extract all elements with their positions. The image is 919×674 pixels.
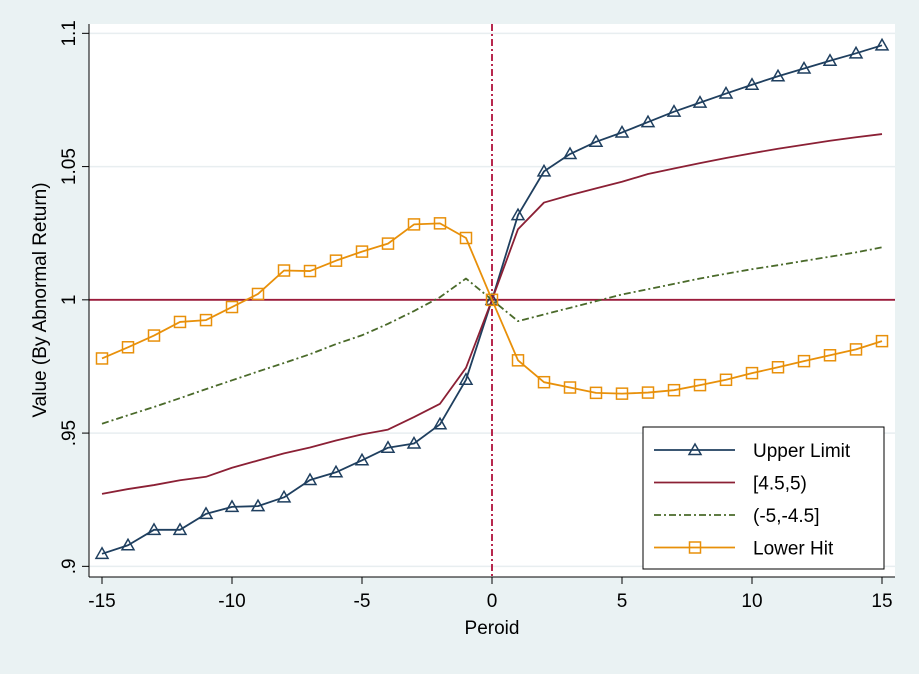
x-tick-label: -10	[218, 591, 245, 612]
data-point	[303, 264, 317, 278]
data-point	[432, 416, 448, 430]
data-point	[328, 464, 344, 478]
data-point	[407, 218, 421, 231]
data-point	[146, 522, 162, 536]
data-point	[459, 231, 473, 245]
x-tick-label: 10	[741, 591, 762, 612]
y-tick-label: .95	[59, 420, 80, 446]
series	[94, 37, 890, 560]
data-point	[329, 254, 343, 267]
data-point	[693, 378, 707, 392]
data-point	[718, 86, 734, 99]
y-tick-label: 1.05	[59, 148, 80, 185]
x-axis-title: Peroid	[465, 618, 520, 639]
data-point	[771, 361, 785, 374]
data-point	[355, 245, 369, 258]
data-point	[744, 77, 760, 91]
data-point	[172, 522, 188, 536]
data-point	[874, 37, 890, 51]
data-point	[797, 354, 811, 368]
legend-label: Upper Limit	[753, 441, 851, 462]
data-point	[614, 124, 630, 138]
legend-marker	[688, 541, 702, 554]
data-point	[381, 237, 395, 250]
data-point	[276, 489, 292, 503]
data-point	[147, 329, 161, 342]
data-point	[484, 292, 500, 306]
data-point	[458, 372, 474, 386]
data-point	[641, 386, 655, 399]
series-3	[95, 217, 889, 400]
series-line	[101, 246, 883, 425]
data-point	[510, 207, 526, 221]
x-tick-label: 5	[617, 591, 628, 612]
data-point	[433, 217, 447, 230]
y-tick-label: 1	[59, 295, 80, 306]
series-2	[101, 246, 883, 425]
legend-label: Lower Hit	[753, 539, 834, 560]
data-point	[822, 53, 838, 67]
data-point	[615, 387, 629, 400]
data-point	[537, 375, 551, 389]
data-point	[250, 498, 266, 512]
data-point	[354, 452, 370, 466]
legend-item: Upper Limit	[654, 441, 851, 462]
data-point	[589, 386, 603, 400]
data-point	[536, 163, 552, 177]
data-point	[770, 68, 786, 82]
data-point	[120, 537, 136, 551]
data-point	[406, 435, 422, 449]
data-point	[588, 134, 604, 148]
data-point	[485, 293, 499, 307]
x-tick-label: -5	[354, 591, 371, 612]
data-point	[640, 114, 656, 128]
data-point	[875, 334, 889, 348]
series-line	[101, 222, 883, 395]
data-point	[849, 343, 863, 356]
legend-item: (-5,-4.5]	[654, 506, 820, 527]
axes: -15 -10 -5 0 5 10 15 .9 .95 1 1.05 1.1	[59, 20, 895, 612]
data-point	[225, 300, 239, 314]
legend-label: [4.5,5)	[753, 474, 807, 495]
data-point	[667, 383, 681, 397]
data-point	[94, 546, 110, 560]
x-tick-label: 0	[487, 591, 498, 612]
legend-item: Lower Hit	[654, 539, 834, 560]
data-point	[121, 341, 135, 354]
data-point	[692, 95, 708, 108]
data-point	[796, 60, 812, 74]
data-point	[563, 381, 577, 394]
data-point	[848, 45, 864, 59]
data-point	[198, 506, 214, 520]
data-point	[511, 354, 525, 367]
x-tick-label: 15	[871, 591, 892, 612]
data-point	[199, 313, 213, 327]
legend-label: (-5,-4.5]	[753, 506, 820, 527]
data-point	[173, 315, 187, 329]
data-point	[95, 352, 109, 365]
y-axis-title: Value (By Abnormal Return)	[30, 182, 51, 417]
data-point	[823, 349, 837, 362]
data-point	[666, 104, 682, 117]
legend-marker	[687, 442, 703, 456]
data-point	[719, 373, 733, 387]
legend-item: [4.5,5)	[654, 474, 807, 495]
data-point	[251, 287, 265, 301]
data-point	[380, 440, 396, 453]
y-tick-label: 1.1	[59, 20, 80, 46]
data-point	[277, 264, 291, 277]
data-point	[224, 499, 240, 513]
legend: Upper Limit [4.5,5) (-5,-4.5] Lower Hit	[642, 426, 885, 570]
y-tick-label: .9	[59, 558, 80, 574]
data-point	[302, 472, 318, 486]
data-point	[745, 366, 759, 380]
x-tick-label: -15	[88, 591, 115, 612]
data-point	[562, 146, 578, 160]
